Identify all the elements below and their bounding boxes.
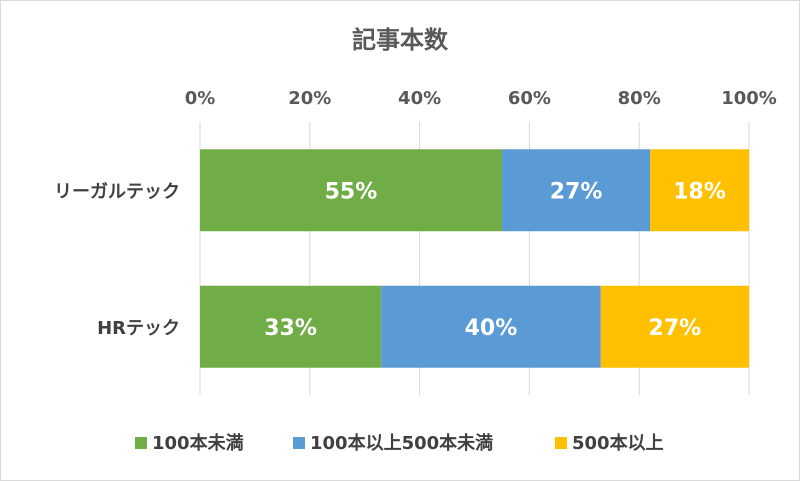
category-labels: リーガルテック HRテック <box>54 181 180 339</box>
data-label: 40% <box>465 316 518 341</box>
x-tick-label: 100% <box>721 88 777 109</box>
bar-segment <box>200 285 382 368</box>
legend-swatch <box>293 437 305 449</box>
data-label: 27% <box>649 316 702 341</box>
bar-segment <box>650 149 749 232</box>
chart-title: 記事本数 <box>352 26 449 54</box>
x-tick-label: 40% <box>398 88 441 109</box>
data-label: 27% <box>550 179 603 204</box>
legend-swatch <box>135 437 147 449</box>
bar-segment <box>381 285 601 368</box>
bar-segment <box>501 149 651 232</box>
x-tick-label: 60% <box>508 88 551 109</box>
bar-segment <box>600 285 749 368</box>
data-label: 33% <box>264 316 317 341</box>
legend-label: 100本未満 <box>152 432 244 454</box>
legend-label: 100本以上500本未満 <box>310 432 493 454</box>
bars: 55% 27% 18% 33% 40% 27% <box>200 149 749 368</box>
category-label: HRテック <box>97 318 180 339</box>
x-axis-ticks: 0% 20% 40% 60% 80% 100% <box>185 88 777 109</box>
legend-label: 500本以上 <box>572 432 664 454</box>
bar-segment <box>200 149 502 232</box>
legend: 100本未満 100本以上500本未満 500本以上 <box>135 432 664 454</box>
data-label: 18% <box>673 179 726 204</box>
category-label: リーガルテック <box>54 181 180 202</box>
x-tick-label: 20% <box>288 88 331 109</box>
data-label: 55% <box>325 179 378 204</box>
x-tick-label: 0% <box>185 88 216 109</box>
legend-swatch <box>555 437 567 449</box>
x-tick-label: 80% <box>618 88 661 109</box>
